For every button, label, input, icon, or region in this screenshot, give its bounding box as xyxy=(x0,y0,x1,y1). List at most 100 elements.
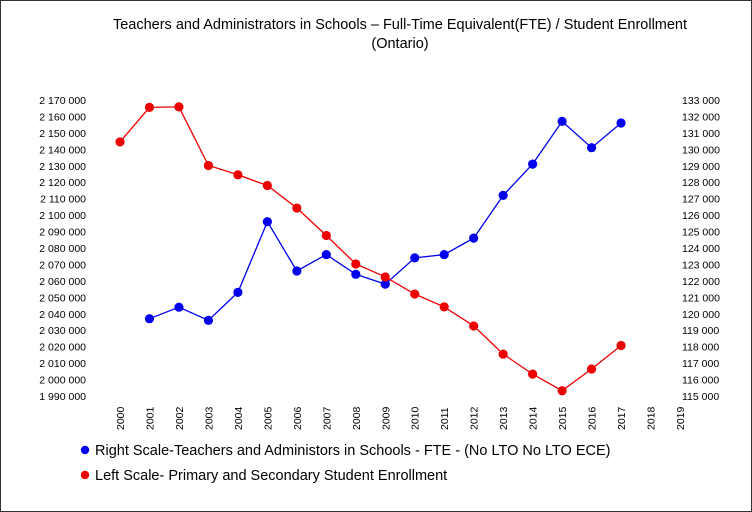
x-tick-label: 2013 xyxy=(498,406,510,430)
data-point xyxy=(292,266,302,276)
right-tick-label: 121 000 xyxy=(682,292,720,304)
x-tick-label: 2019 xyxy=(675,406,687,430)
left-tick-label: 2 020 000 xyxy=(39,342,86,354)
left-tick-label: 2 030 000 xyxy=(39,325,86,337)
left-tick-label: 2 130 000 xyxy=(39,161,86,173)
right-tick-label: 123 000 xyxy=(682,259,720,271)
right-tick-label: 130 000 xyxy=(682,144,720,156)
x-tick-label: 2003 xyxy=(203,406,215,430)
left-tick-label: 2 160 000 xyxy=(39,111,86,123)
data-point xyxy=(321,230,331,241)
data-point xyxy=(498,190,508,200)
right-axis-tick-labels: 133 000 132 000 131 000 130 000 129 000 128 0… xyxy=(682,95,720,403)
data-point xyxy=(262,180,272,191)
data-point xyxy=(616,118,626,128)
data-point xyxy=(410,253,420,263)
legend-label: Left Scale- Primary and Secondary Studen… xyxy=(95,468,447,484)
data-point xyxy=(586,364,597,374)
left-tick-label: 2 040 000 xyxy=(39,309,86,321)
left-tick-label: 2 120 000 xyxy=(39,177,86,189)
data-point xyxy=(351,269,361,279)
data-point xyxy=(586,143,597,153)
right-tick-label: 127 000 xyxy=(682,194,720,206)
data-point xyxy=(557,116,567,126)
right-tick-label: 133 000 xyxy=(682,95,720,107)
right-tick-label: 126 000 xyxy=(682,210,720,222)
data-point xyxy=(233,170,243,180)
data-point xyxy=(321,249,331,260)
left-tick-label: 2 080 000 xyxy=(39,243,86,255)
series-line-left xyxy=(119,106,622,392)
right-tick-label: 131 000 xyxy=(682,128,720,140)
series-layer xyxy=(115,102,626,396)
left-tick-label: 2 090 000 xyxy=(39,227,86,239)
data-point xyxy=(233,287,243,297)
right-tick-label: 128 000 xyxy=(682,177,720,189)
data-point xyxy=(528,159,538,169)
data-point xyxy=(351,259,361,269)
right-tick-label: 132 000 xyxy=(682,111,720,123)
x-tick-label: 2016 xyxy=(587,406,599,430)
x-tick-label: 2005 xyxy=(262,406,274,430)
left-tick-label: 1 990 000 xyxy=(39,391,86,403)
data-point xyxy=(380,279,390,289)
data-point xyxy=(528,369,538,379)
x-tick-label: 2017 xyxy=(616,406,628,430)
right-tick-label: 122 000 xyxy=(682,276,720,288)
right-tick-label: 116 000 xyxy=(682,375,719,387)
right-tick-label: 117 000 xyxy=(682,358,719,370)
data-point xyxy=(469,233,479,243)
right-tick-label: 119 000 xyxy=(682,325,719,337)
data-point xyxy=(174,102,184,112)
data-point xyxy=(557,386,567,396)
data-point xyxy=(498,349,508,359)
data-point xyxy=(616,340,626,351)
data-point xyxy=(144,102,155,112)
legend-marker xyxy=(80,445,90,455)
series-line-right xyxy=(149,120,622,322)
right-tick-label: 129 000 xyxy=(682,161,720,173)
x-axis-tick-labels: 2000 2001 2002 2003 2004 2005 2006 2007 2008 2009… xyxy=(115,406,687,430)
chart-subtitle: (Ontario) xyxy=(371,36,428,52)
left-tick-label: 2 140 000 xyxy=(39,144,86,156)
x-tick-label: 2002 xyxy=(174,406,186,430)
left-tick-label: 2 170 000 xyxy=(39,95,86,107)
x-tick-label: 2015 xyxy=(557,406,569,430)
right-tick-label: 125 000 xyxy=(682,227,720,239)
data-point xyxy=(439,249,449,260)
x-tick-label: 2004 xyxy=(233,406,245,430)
left-tick-label: 2 050 000 xyxy=(39,292,86,304)
data-point xyxy=(380,272,390,282)
x-tick-label: 2006 xyxy=(292,406,304,430)
x-tick-label: 2001 xyxy=(144,406,156,430)
x-tick-label: 2018 xyxy=(646,406,658,430)
left-tick-label: 2 010 000 xyxy=(39,358,86,370)
chart-title: Teachers and Administrators in Schools –… xyxy=(113,17,687,33)
x-tick-label: 2008 xyxy=(351,406,363,430)
right-tick-label: 120 000 xyxy=(682,309,720,321)
right-tick-label: 115 000 xyxy=(682,391,719,403)
left-tick-label: 2 000 000 xyxy=(39,375,86,387)
left-tick-label: 2 060 000 xyxy=(39,276,86,288)
legend: Right Scale-Teachers and Administors in … xyxy=(80,443,610,484)
x-tick-label: 2009 xyxy=(380,406,392,430)
data-point xyxy=(410,289,420,299)
data-point xyxy=(469,321,479,331)
left-tick-label: 2 100 000 xyxy=(39,210,86,222)
x-tick-label: 2014 xyxy=(528,406,540,430)
data-point xyxy=(174,302,184,312)
left-tick-label: 2 070 000 xyxy=(39,259,86,271)
right-tick-label: 118 000 xyxy=(682,342,719,354)
legend-label: Right Scale-Teachers and Administors in … xyxy=(95,443,610,459)
left-axis-tick-labels: 2 170 000 2 160 000 2 150 000 2 140 000 2 13… xyxy=(39,95,86,403)
data-point xyxy=(144,314,155,324)
data-point xyxy=(439,302,449,312)
data-point xyxy=(115,137,125,147)
left-tick-label: 2 150 000 xyxy=(39,128,86,140)
x-tick-label: 2011 xyxy=(439,407,451,430)
x-tick-label: 2010 xyxy=(410,406,422,430)
x-tick-label: 2012 xyxy=(469,406,481,430)
left-tick-label: 2 110 000 xyxy=(40,194,86,206)
